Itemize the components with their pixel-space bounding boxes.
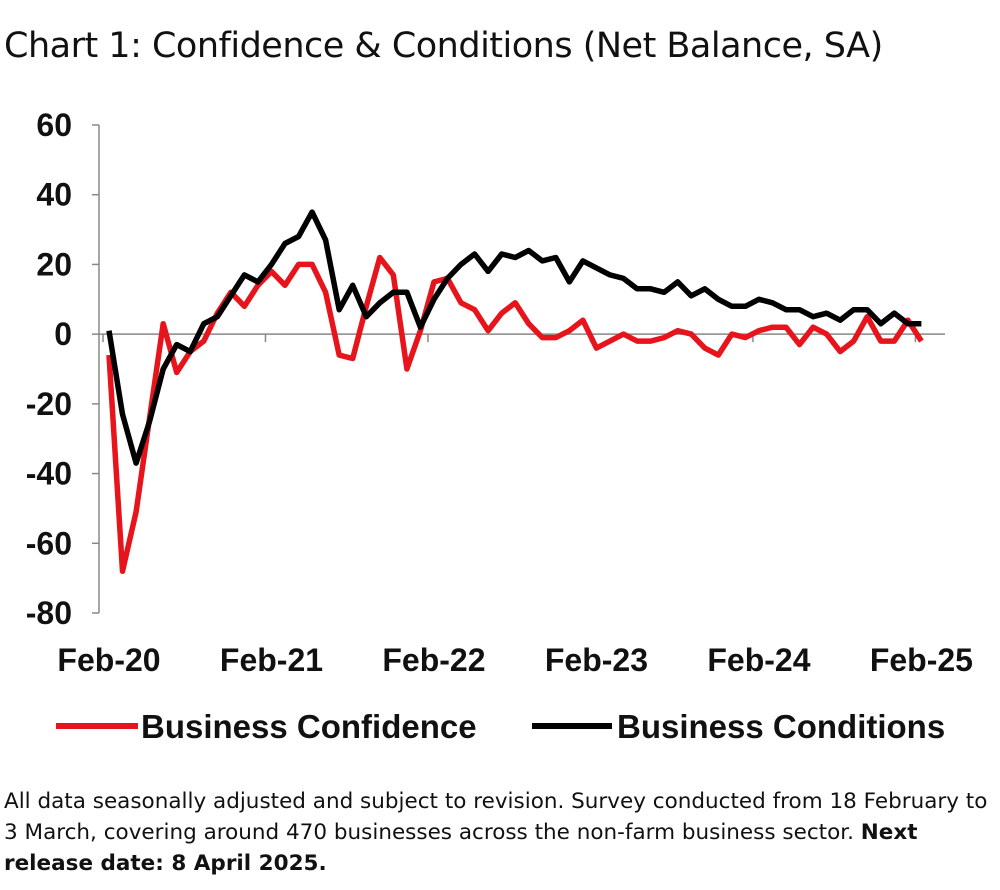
x-tick-label: Feb-20 [57, 642, 160, 678]
y-tick-label: -60 [26, 525, 72, 561]
footnote-text: All data seasonally adjusted and subject… [4, 789, 988, 845]
y-tick-label: 60 [36, 107, 72, 143]
y-tick-label: -20 [26, 386, 72, 422]
series-line-business-conditions [106, 209, 922, 466]
x-tick-label: Feb-23 [545, 642, 648, 678]
y-tick-label: 20 [36, 246, 72, 282]
footnote-release-date: Next release date: 8 April 2025. [4, 820, 918, 876]
legend: Business Confidence Business Conditions [56, 708, 945, 745]
x-tick-label: Feb-24 [707, 642, 810, 678]
series-layer [106, 209, 924, 574]
x-tick-label: Feb-25 [870, 642, 973, 678]
y-tick-label: -40 [26, 456, 72, 492]
x-tick-label: Feb-21 [220, 642, 323, 678]
footnote: All data seasonally adjusted and subject… [4, 786, 996, 879]
y-tick-label: 40 [36, 177, 72, 213]
series-line-business-confidence [106, 254, 924, 574]
chart-title: Chart 1: Confidence & Conditions (Net Ba… [4, 26, 883, 66]
legend-label-business-confidence: Business Confidence [141, 708, 477, 745]
x-tick-label: Feb-22 [382, 642, 485, 678]
chart-axes: 60 40 20 0 -20 -40 -60 -80 Feb-20 Feb-21 Feb-22 Feb… [26, 107, 973, 678]
y-tick-label: 0 [54, 316, 72, 352]
y-tick-label: -80 [26, 595, 72, 631]
legend-label-business-conditions: Business Conditions [617, 708, 945, 745]
line-chart: 60 40 20 0 -20 -40 -60 -80 Feb-20 Feb-21 Feb-22 Feb… [26, 107, 973, 745]
